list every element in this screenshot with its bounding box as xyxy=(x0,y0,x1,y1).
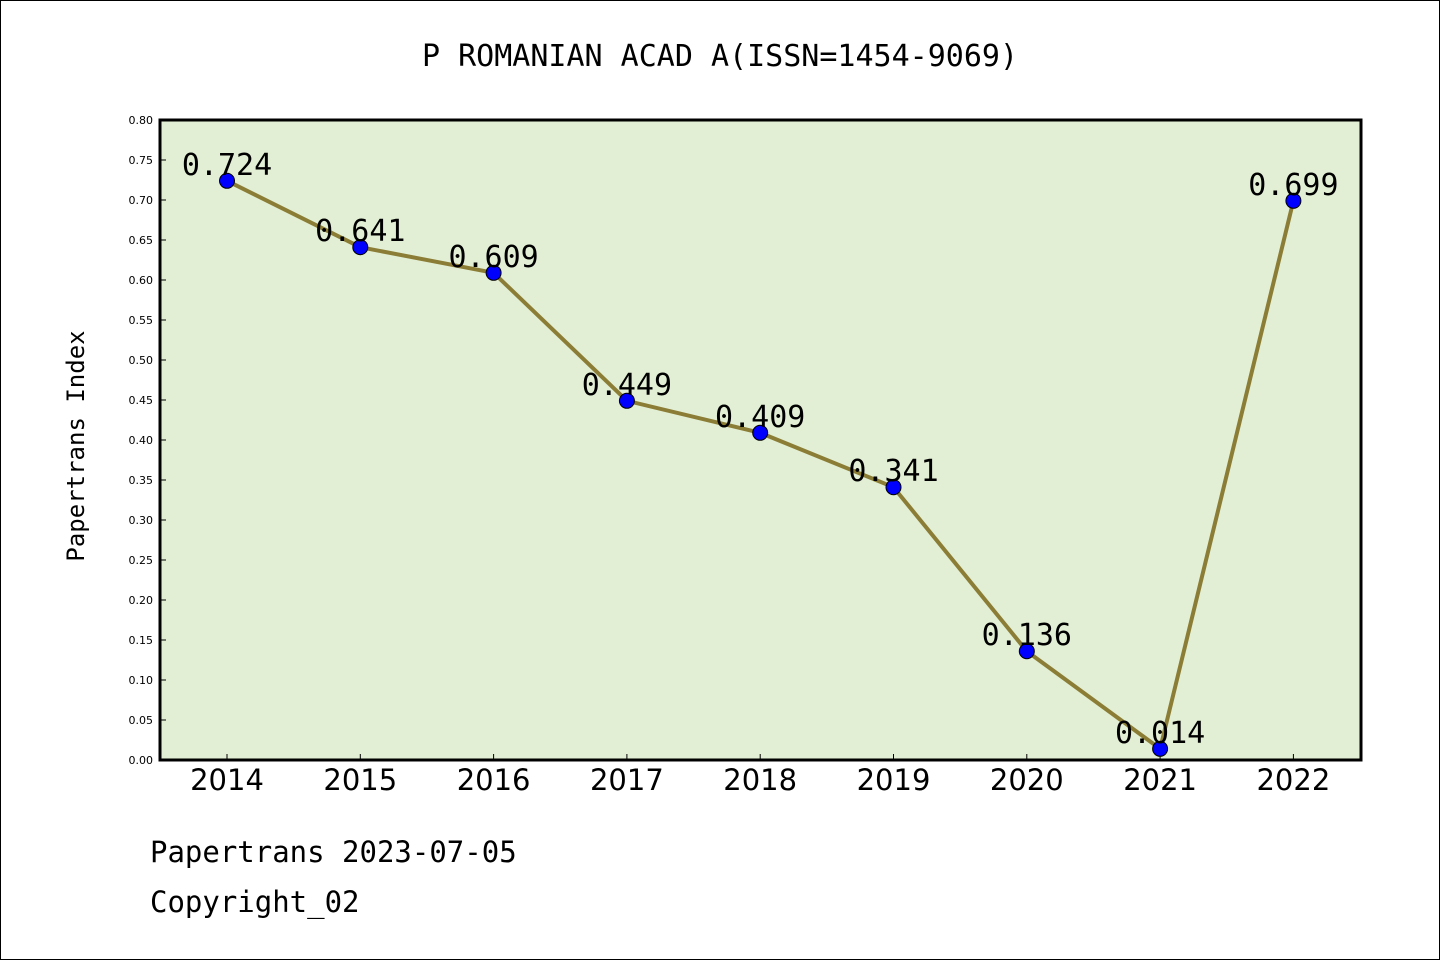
x-tick-label: 2022 xyxy=(1256,763,1330,797)
y-tick-label: 0.10 xyxy=(129,674,154,687)
x-tick-label: 2017 xyxy=(590,763,664,797)
y-tick-label: 0.80 xyxy=(129,114,154,127)
data-markers xyxy=(219,172,1302,757)
x-tick-label: 2021 xyxy=(1123,763,1197,797)
data-label: 0.409 xyxy=(715,400,805,435)
data-label: 0.449 xyxy=(582,368,672,403)
chart-title: P ROMANIAN ACAD A(ISSN=1454-9069) xyxy=(422,39,1018,74)
y-tick-label: 0.25 xyxy=(129,554,154,567)
y-tick-label: 0.35 xyxy=(129,474,154,487)
y-tick-label: 0.70 xyxy=(129,194,154,207)
data-point xyxy=(219,172,235,189)
y-tick-label: 0.45 xyxy=(129,394,154,407)
data-point xyxy=(1285,192,1302,209)
data-label: 0.136 xyxy=(982,618,1072,653)
x-tick-label: 2018 xyxy=(723,763,797,797)
plot-border xyxy=(158,118,1363,762)
x-tick-label: 2020 xyxy=(990,763,1064,797)
footer-copyright: Copyright_02 xyxy=(150,885,360,919)
data-point xyxy=(752,424,769,441)
x-tick-label: 2019 xyxy=(857,763,931,797)
data-label: 0.609 xyxy=(448,240,538,275)
y-tick-label: 0.75 xyxy=(129,154,154,167)
data-point xyxy=(352,239,369,256)
data-point xyxy=(485,264,502,281)
y-axis-label: Papertrans Index xyxy=(62,330,90,561)
x-tick-label: 2016 xyxy=(457,763,531,797)
x-tick-label: 2015 xyxy=(323,763,397,797)
y-tick-label: 0.00 xyxy=(129,754,154,767)
data-point xyxy=(618,392,635,409)
y-tick-label: 0.60 xyxy=(129,274,154,287)
y-tick-label: 0.05 xyxy=(129,714,154,727)
y-tick-label: 0.55 xyxy=(129,314,154,327)
footer-date: Papertrans 2023-07-05 xyxy=(150,835,517,869)
data-label: 0.341 xyxy=(848,454,938,489)
data-label: 0.641 xyxy=(315,214,405,249)
data-label: 0.014 xyxy=(1115,716,1205,751)
y-tick-label: 0.30 xyxy=(129,514,154,527)
x-tick-label: 2014 xyxy=(190,763,264,797)
data-label: 0.699 xyxy=(1248,168,1338,203)
y-tick-label: 0.40 xyxy=(129,434,154,447)
y-tick-label: 0.15 xyxy=(129,634,154,647)
y-axis-ticks: 0.00 0.05 0.10 0.15 0.20 0.25 0.30 0.35 0.40 0.45… xyxy=(129,114,166,767)
data-label: 0.724 xyxy=(182,148,272,183)
data-point xyxy=(1152,740,1169,757)
data-point xyxy=(885,479,902,496)
data-labels: 0.724 0.641 0.609 0.449 0.409 0.341 0.136 0.014… xyxy=(182,148,1339,751)
y-tick-label: 0.65 xyxy=(129,234,154,247)
x-axis-ticks: 2014 2015 2016 2017 2018 2019 2020 2021 2022 xyxy=(190,754,1330,797)
y-tick-label: 0.50 xyxy=(129,354,154,367)
data-point xyxy=(1018,643,1035,660)
y-tick-label: 0.20 xyxy=(129,594,154,607)
